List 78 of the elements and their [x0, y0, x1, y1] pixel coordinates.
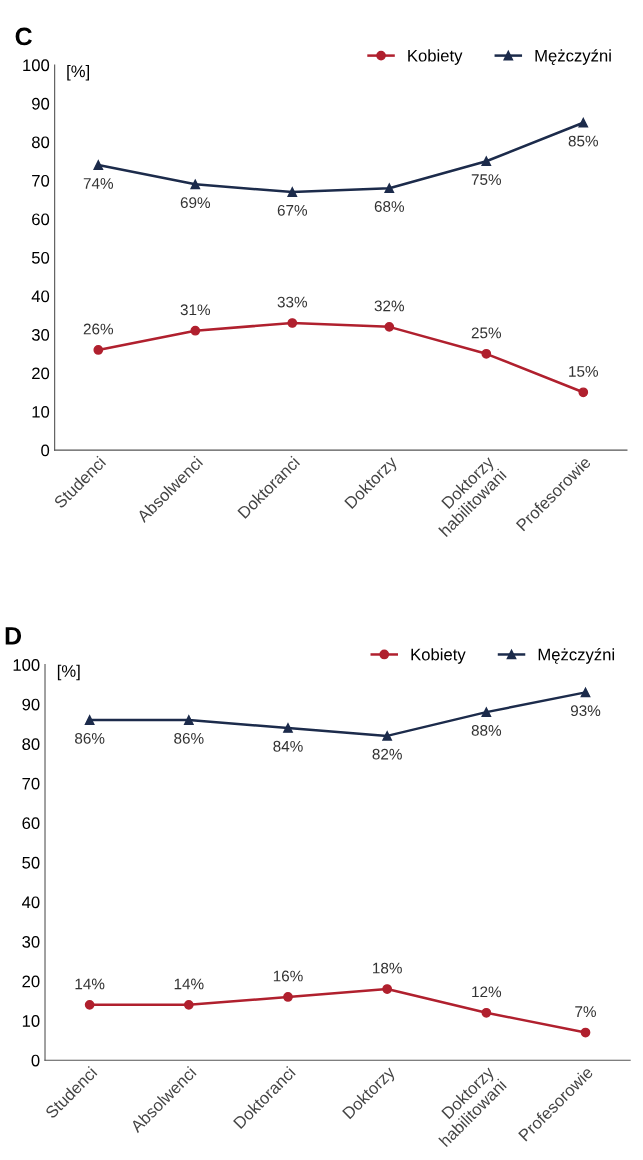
point	[481, 156, 492, 167]
data-label: 7%	[575, 1006, 597, 1017]
point	[382, 731, 393, 741]
data-label: 86%	[75, 732, 105, 744]
point	[287, 318, 298, 328]
y-tick-label: 60	[22, 817, 40, 830]
y-tick-label: 30	[22, 935, 40, 948]
y-tick-label: 40	[31, 290, 50, 303]
y-tick-label: 10	[22, 1015, 40, 1027]
point	[384, 183, 395, 194]
data-label: 12%	[472, 986, 502, 998]
legend-label: Kobiety	[411, 648, 466, 664]
point	[382, 984, 393, 994]
point	[580, 1027, 591, 1038]
legend-label: Mężczyźni	[538, 648, 615, 664]
point	[183, 715, 194, 725]
y-tick-label: 0	[41, 444, 50, 457]
y-tick-label: 80	[31, 136, 50, 149]
point	[578, 117, 589, 128]
y-tick-label: 10	[32, 405, 50, 418]
data-label: 16%	[273, 970, 303, 982]
data-label: 84%	[273, 740, 303, 752]
y-tick-label: 70	[22, 777, 40, 790]
point	[287, 187, 298, 197]
data-label: 15%	[569, 366, 599, 377]
y-tick-label: 70	[32, 174, 50, 187]
point	[481, 1007, 492, 1018]
data-label: 14%	[75, 978, 105, 990]
data-label: 33%	[277, 296, 308, 308]
y-tick-label: 60	[32, 213, 50, 226]
legend-label: Mężczyźni	[535, 49, 611, 65]
data-label: 69%	[180, 197, 211, 209]
point	[84, 715, 95, 725]
y-tick-label: 20	[22, 975, 40, 988]
point	[283, 723, 293, 733]
data-label: 14%	[174, 978, 204, 990]
data-label: 31%	[180, 304, 211, 316]
y-tick-label: 40	[22, 896, 40, 909]
y-tick-label: 50	[31, 251, 50, 264]
point	[283, 992, 293, 1002]
chart-title: C	[15, 27, 32, 46]
data-label: 26%	[83, 323, 114, 335]
point	[183, 999, 194, 1010]
point	[481, 348, 492, 359]
data-label: 32%	[374, 300, 405, 312]
legend-label: Kobiety	[408, 49, 463, 65]
data-label: 75%	[471, 174, 502, 185]
y-axis-title: [%]	[67, 64, 89, 81]
data-label: 86%	[174, 732, 204, 744]
point	[190, 325, 201, 336]
point	[384, 321, 395, 332]
data-label: 88%	[471, 725, 502, 736]
point	[580, 687, 591, 698]
point	[84, 999, 95, 1010]
point	[93, 160, 104, 170]
data-label: 25%	[471, 327, 502, 339]
y-tick-label: 100	[13, 659, 40, 671]
point	[190, 179, 201, 190]
data-label: 67%	[277, 204, 308, 216]
y-tick-label: 90	[32, 97, 50, 110]
y-tick-label: 90	[22, 698, 40, 711]
y-axis-title: [%]	[57, 664, 80, 681]
data-label: 68%	[374, 201, 405, 212]
data-label: 93%	[570, 705, 601, 717]
point	[481, 707, 492, 718]
y-tick-label: 100	[23, 59, 50, 72]
point	[93, 345, 104, 355]
chart-title: D	[5, 627, 22, 645]
data-label: 18%	[373, 962, 402, 974]
y-tick-label: 0	[31, 1054, 40, 1067]
data-label: 85%	[568, 135, 599, 147]
y-tick-label: 20	[32, 367, 50, 380]
data-label: 74%	[83, 178, 114, 189]
point	[578, 387, 589, 398]
y-tick-label: 30	[31, 328, 50, 341]
y-tick-label: 80	[22, 738, 40, 750]
y-tick-label: 50	[22, 856, 40, 869]
data-label: 82%	[372, 748, 402, 760]
